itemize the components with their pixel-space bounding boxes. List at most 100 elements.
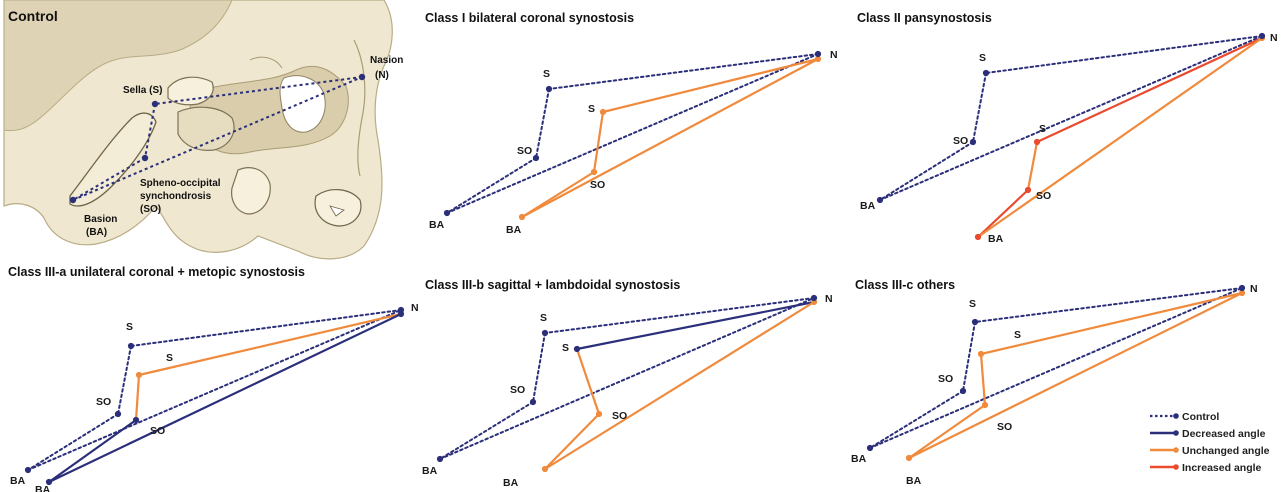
panel-title-class-ii: Class II pansynostosis xyxy=(857,11,992,25)
class-iii-a-control-point-s xyxy=(127,342,135,350)
class-iii-a-control-point-n xyxy=(397,306,405,314)
class-iii-c-control-line-s-so xyxy=(962,321,976,392)
sella-label: Sella (S) xyxy=(123,85,162,96)
legend-label-control: Control xyxy=(1182,411,1219,423)
class-iii-c-control-label-so: SO xyxy=(938,373,953,385)
class-iii-c-variant-line-n-s xyxy=(979,291,1244,356)
control-line-so-ba xyxy=(72,157,146,201)
control-title: Control xyxy=(8,8,58,24)
class-iii-c-control-point-so xyxy=(959,387,967,395)
class-iii-a-variant-label-so: SO xyxy=(150,425,165,437)
class-iii-a-control-line-s-so xyxy=(117,345,132,415)
legend-dot-control xyxy=(1173,413,1179,419)
class-iii-b-control-line-s-so xyxy=(532,332,546,403)
class-iii-a-variant-point-ba xyxy=(45,478,53,486)
clinoid-process xyxy=(167,76,214,106)
class-i-control-line-s-so xyxy=(535,88,550,159)
class-i-label-n: N xyxy=(830,49,838,61)
class-ii-control-point-ba xyxy=(876,196,884,204)
class-i-variant-line-s-so xyxy=(592,110,605,174)
legend-label-unchanged: Unchanged angle xyxy=(1182,445,1270,457)
class-iii-a-control-label-so: SO xyxy=(96,396,111,408)
panel-title-class-iii-a: Class III-a unilateral coronal + metopic… xyxy=(8,265,305,279)
sphenoid-body xyxy=(177,106,235,151)
class-ii-variant-point-so xyxy=(1024,186,1032,194)
class-ii-variant-line-s-so xyxy=(1026,140,1039,192)
control-point-ba xyxy=(69,196,77,204)
class-iii-a-control-label-s: S xyxy=(126,321,133,333)
class-i-control-line-n-s xyxy=(548,53,819,90)
class-ii-variant-line-so-ba xyxy=(976,188,1030,239)
class-i-control-point-s xyxy=(545,85,553,93)
class-ii-variant-label-so: SO xyxy=(1036,190,1051,202)
class-iii-b-control-point-n xyxy=(810,294,818,302)
legend-item-unchanged: Unchanged angle xyxy=(1150,445,1270,457)
diagram-class-iii-a: N S SO BA S SO BA xyxy=(10,302,419,492)
class-iii-a-control-point-ba xyxy=(24,466,32,474)
control-line-ba-n xyxy=(72,76,363,201)
legend-item-control: Control xyxy=(1150,411,1219,423)
class-iii-c-variant-label-so: SO xyxy=(997,421,1012,433)
diagram-class-iii-b: N S SO BA S SO BA xyxy=(422,293,833,489)
class-ii-control-label-ba: BA xyxy=(860,200,876,212)
class-iii-a-variant-label-ba: BA xyxy=(35,484,51,492)
class-iii-a-variant-point-s xyxy=(135,371,143,379)
class-i-control-label-s: S xyxy=(543,68,550,80)
class-iii-c-control-label-s: S xyxy=(969,298,976,310)
class-i-variant-label-so: SO xyxy=(590,179,605,191)
class-iii-a-control-line-so-ba xyxy=(27,413,119,471)
class-iii-c-variant-point-so xyxy=(981,401,989,409)
class-iii-b-control-point-so xyxy=(529,398,537,406)
class-iii-a-label-n: N xyxy=(411,302,419,314)
so-label-line3: (SO) xyxy=(140,204,161,215)
skull-illustration xyxy=(3,0,393,260)
class-iii-c-variant-line-s-so xyxy=(979,352,987,407)
class-i-control-point-ba xyxy=(443,209,451,217)
legend-label-increased: Increased angle xyxy=(1182,462,1262,474)
class-i-variant-line-n-s xyxy=(601,57,820,114)
class-iii-a-variant-line-n-s xyxy=(137,312,403,377)
legend-dot-increased xyxy=(1173,464,1179,470)
class-iii-b-variant-point-so xyxy=(595,410,603,418)
class-iii-b-control-label-ba: BA xyxy=(422,465,438,477)
legend-label-decreased: Decreased angle xyxy=(1182,428,1266,440)
class-ii-control-label-s: S xyxy=(979,52,986,64)
panel-title-class-iii-c: Class III-c others xyxy=(855,278,955,292)
skull-upper-shadow xyxy=(3,0,233,132)
class-ii-control-point-n xyxy=(1258,32,1266,40)
maxilla-notch xyxy=(329,205,345,217)
class-iii-c-variant-label-s: S xyxy=(1014,329,1021,341)
class-iii-b-control-label-so: SO xyxy=(510,384,525,396)
class-i-control-line-so-ba xyxy=(446,157,537,214)
class-iii-c-variant-label-ba: BA xyxy=(906,475,922,487)
class-iii-c-variant-point-n xyxy=(1238,289,1246,297)
class-iii-a-variant-line-ba-n xyxy=(47,312,403,484)
class-i-variant-point-ba xyxy=(518,213,526,221)
legend-dot-decreased xyxy=(1173,430,1179,436)
class-iii-c-control-line-so-ba xyxy=(869,390,964,449)
class-iii-b-variant-point-s xyxy=(573,345,581,353)
class-iii-b-control-point-ba xyxy=(436,455,444,463)
class-iii-c-control-line-ba-n xyxy=(869,287,1243,449)
class-ii-control-label-so: SO xyxy=(953,135,968,147)
orbit-hole xyxy=(279,75,326,133)
class-iii-c-control-point-s xyxy=(971,318,979,326)
class-iii-b-variant-line-n-s xyxy=(575,300,816,351)
class-iii-b-variant-line-s-so xyxy=(575,347,601,416)
class-iii-a-control-point-so xyxy=(114,410,122,418)
class-i-control-label-ba: BA xyxy=(429,219,445,231)
class-iii-b-control-label-s: S xyxy=(540,312,547,324)
class-ii-variant-point-s xyxy=(1033,138,1041,146)
class-i-control-label-so: SO xyxy=(517,145,532,157)
class-iii-b-variant-line-so-ba xyxy=(543,412,601,471)
control-panel: Control Nasion (N) Sella (S) Spheno-occi… xyxy=(3,0,412,262)
pterygoid-process xyxy=(231,167,271,215)
class-i-control-point-n xyxy=(814,50,822,58)
class-ii-control-point-s xyxy=(982,69,990,77)
orbit-rim xyxy=(249,56,283,69)
class-ii-variant-label-s: S xyxy=(1039,123,1046,135)
class-iii-c-control-point-n xyxy=(1238,284,1246,292)
class-ii-variant-line-ba-n xyxy=(976,36,1264,239)
class-ii-control-point-so xyxy=(969,138,977,146)
